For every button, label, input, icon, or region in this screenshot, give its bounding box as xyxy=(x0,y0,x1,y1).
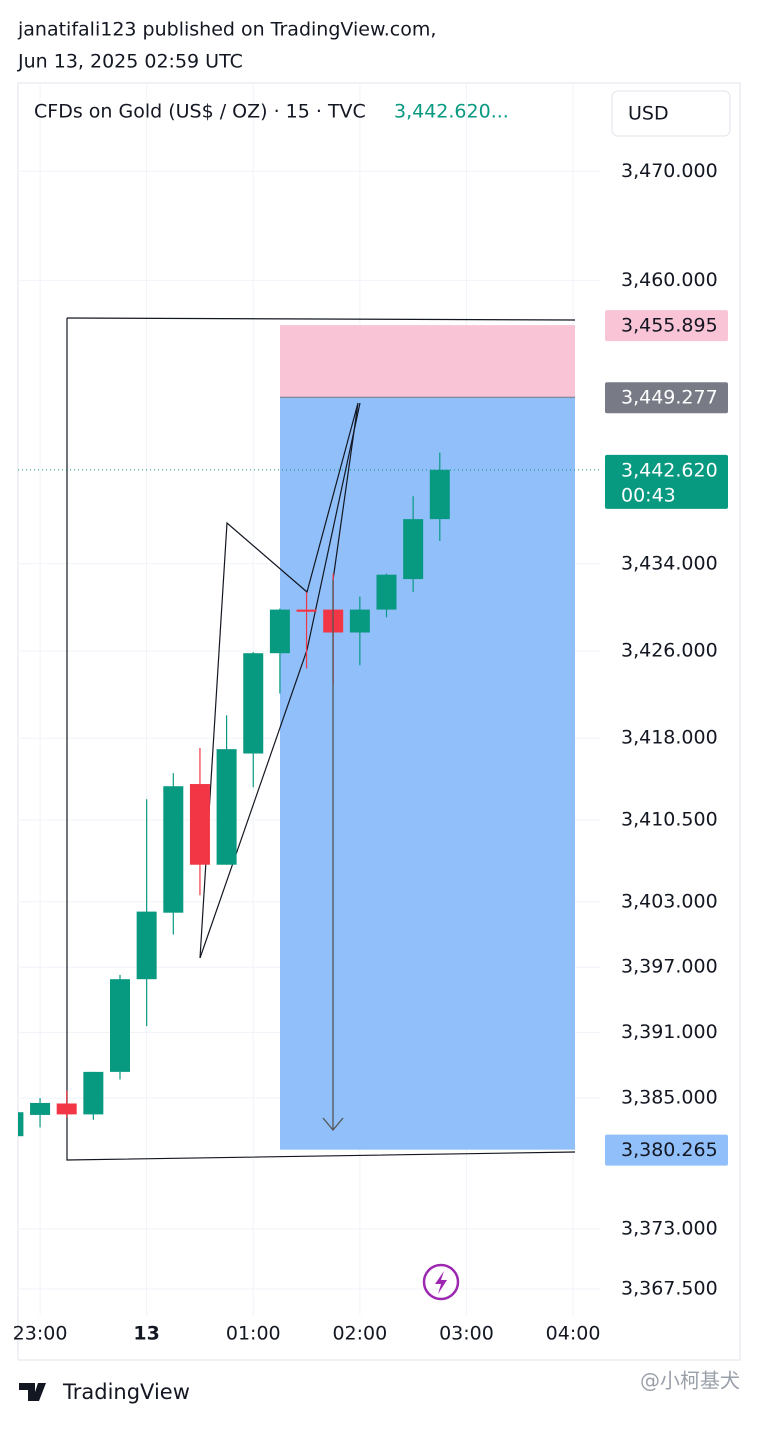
watermark: @小柯基犬 xyxy=(640,1369,740,1393)
body xyxy=(376,574,397,610)
brand: TradingView xyxy=(62,1380,190,1404)
body xyxy=(296,609,317,612)
body xyxy=(429,469,450,520)
body xyxy=(110,979,130,1072)
y-tick-label: 3,410.500 xyxy=(621,809,718,831)
y-tick-label: 3,373.000 xyxy=(621,1217,718,1239)
x-tick-label: 13 xyxy=(133,1323,159,1345)
body xyxy=(216,749,237,865)
body xyxy=(30,1102,51,1115)
price-axis: 3,470.000 3,460.000 3,434.000 3,426.000 3,41… xyxy=(605,160,728,1299)
body xyxy=(243,653,264,754)
body xyxy=(136,911,157,980)
body xyxy=(403,519,424,580)
x-tick-label: 03:00 xyxy=(439,1323,494,1345)
price-tag-label: 3,449.277 xyxy=(621,387,718,409)
currency: USD xyxy=(628,103,669,125)
y-tick-label: 3,434.000 xyxy=(621,552,718,574)
x-tick-label: 02:00 xyxy=(332,1323,387,1345)
y-tick-label: 3,418.000 xyxy=(621,727,718,749)
price-tag-label: 3,455.895 xyxy=(621,315,718,337)
x-tick-label: 01:00 xyxy=(226,1323,281,1345)
price-tag xyxy=(605,382,728,414)
y-tick-label: 3,470.000 xyxy=(621,160,718,182)
chart-frame xyxy=(17,82,741,1361)
symbol: CFDs on Gold (US$ / OZ) · 15 · TVC xyxy=(34,101,366,123)
y-tick-label: 3,460.000 xyxy=(621,269,718,291)
candles xyxy=(18,452,450,1137)
price-tag xyxy=(605,454,728,509)
position xyxy=(280,325,575,1150)
lightning-icon[interactable] xyxy=(422,1263,460,1301)
price-tag xyxy=(605,310,728,342)
body xyxy=(83,1071,104,1115)
logo xyxy=(19,1383,46,1401)
body xyxy=(189,784,210,865)
body xyxy=(163,786,184,913)
body xyxy=(269,609,290,654)
body xyxy=(18,1112,24,1137)
currency-box[interactable] xyxy=(611,90,731,137)
x-tick-label: 04:00 xyxy=(546,1323,601,1345)
y-tick-label: 3,403.000 xyxy=(621,890,718,912)
y-tick-label: 3,391.000 xyxy=(621,1021,718,1043)
y-tick-label: 3,385.000 xyxy=(621,1087,718,1109)
price-tag-label: 3,380.265 xyxy=(621,1139,718,1161)
arrow xyxy=(322,580,344,1132)
y-tick-label: 3,397.000 xyxy=(621,956,718,978)
y-tick-label: 3,367.500 xyxy=(621,1277,718,1299)
legend-price: 3,442.620... xyxy=(394,101,509,123)
target-zone xyxy=(280,397,575,1150)
price-tag-label: 3,442.620 xyxy=(621,459,718,481)
body xyxy=(56,1103,77,1115)
countdown: 00:43 xyxy=(621,484,676,506)
header-line2: Jun 13, 2025 02:59 UTC xyxy=(17,51,243,73)
y-tick-label: 3,426.000 xyxy=(621,640,718,662)
price-tag xyxy=(605,1134,728,1166)
body xyxy=(349,609,370,633)
header-line1: janatifali123 published on TradingView.c… xyxy=(17,19,436,41)
stop-zone xyxy=(280,325,575,398)
x-tick-label: 23:00 xyxy=(13,1323,68,1345)
